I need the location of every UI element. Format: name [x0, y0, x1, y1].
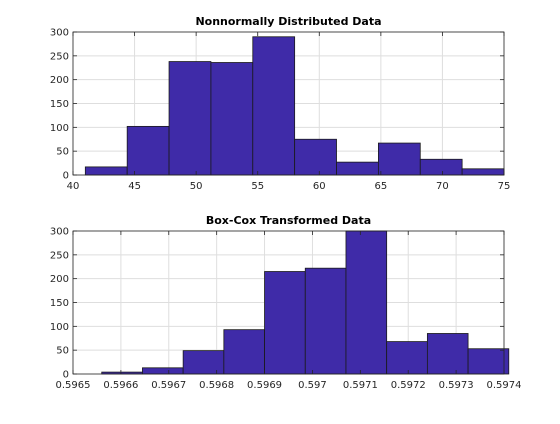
histogram-bar [84, 166, 128, 176]
x-tick-label: 65 [374, 181, 387, 192]
x-tick-label: 0.5969 [247, 380, 282, 391]
histogram-bar [377, 142, 421, 176]
histogram-bar [182, 350, 225, 375]
y-tick-label: 300 [50, 28, 69, 39]
x-tick-label: 0.5972 [391, 380, 426, 391]
histogram-bar [294, 138, 337, 176]
x-tick-label: 75 [498, 181, 511, 192]
x-tick-label: 45 [128, 181, 141, 192]
chart-1: 40 45 50 55 60 65 70 75 0 50 100 150 200 250 300 Nonnor… [50, 15, 510, 192]
y-tick-label: 250 [50, 250, 69, 261]
x-tick-label: 60 [313, 181, 326, 192]
y-tick-label: 100 [50, 123, 69, 134]
histogram-bar [336, 161, 379, 176]
y-tick-label: 200 [50, 75, 69, 86]
x-tick-label: 0.5973 [439, 380, 474, 391]
histogram-bar [223, 329, 265, 375]
histogram-bar [168, 61, 212, 176]
x-tick-label: 0.5967 [151, 380, 186, 391]
x-tick-label: 0.5966 [103, 380, 138, 391]
chart-title: Nonnormally Distributed Data [195, 15, 381, 28]
histogram-bar [419, 158, 463, 176]
x-tick-label: 0.597 [298, 380, 327, 391]
histogram-bar [461, 168, 505, 176]
x-tick-label: 0.5974 [487, 380, 522, 391]
histogram-bar [386, 341, 428, 375]
histogram-bar [304, 267, 347, 375]
y-tick-label: 0 [63, 370, 69, 381]
y-tick-label: 50 [56, 346, 69, 357]
histogram-bar [210, 62, 254, 176]
y-tick-label: 300 [50, 227, 69, 238]
histogram-bar [126, 125, 170, 176]
x-tick-label: 70 [436, 181, 449, 192]
y-tick-label: 50 [56, 147, 69, 158]
y-tick-label: 100 [50, 322, 69, 333]
x-tick-label: 55 [251, 181, 264, 192]
x-tick-label: 0.5965 [56, 380, 91, 391]
x-tick-label: 40 [67, 181, 80, 192]
histogram-bar [467, 348, 510, 375]
histogram-bar [252, 36, 296, 176]
x-tick-label: 0.5971 [343, 380, 378, 391]
y-tick-label: 150 [50, 298, 69, 309]
histogram-bar [345, 230, 388, 375]
histogram-bar [142, 367, 184, 375]
histogram-bar [264, 271, 306, 375]
chart-title: Box-Cox Transformed Data [206, 214, 371, 227]
y-tick-label: 250 [50, 51, 69, 62]
y-tick-label: 200 [50, 274, 69, 285]
histogram-bar [426, 333, 469, 375]
x-tick-label: 0.5968 [199, 380, 234, 391]
y-tick-label: 0 [63, 171, 69, 182]
y-tick-label: 150 [50, 99, 69, 110]
chart-2: 0.5965 0.5966 0.5967 0.5968 0.5969 0.597 0.597… [50, 214, 522, 391]
x-tick-label: 50 [190, 181, 203, 192]
